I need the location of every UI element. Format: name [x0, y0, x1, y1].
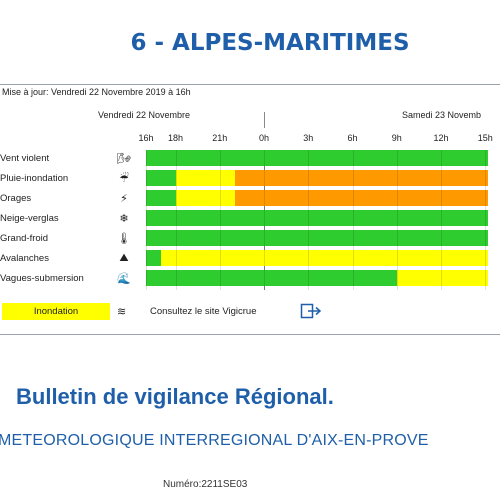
row-label: Vagues-submersion [0, 273, 84, 284]
legend-inondation: Inondation [2, 303, 110, 320]
vigilance-segment-green [146, 230, 489, 246]
wind-icon: 🌬 [117, 152, 131, 165]
hour-tick-12h: 12h [433, 133, 449, 143]
day-label-1: Vendredi 22 Novembre [98, 110, 191, 120]
row-label: Vent violent [0, 153, 50, 164]
vigilance-segment-yellow [175, 170, 235, 186]
grid-line [264, 150, 265, 290]
grid-line [441, 150, 442, 290]
bulletin-title: Bulletin de vigilance Régional. [16, 384, 334, 409]
vigilance-row [146, 230, 500, 246]
vigilance-segment-green [146, 150, 489, 166]
vigilance-row [146, 150, 500, 166]
day-label-2: Samedi 23 Novemb [402, 110, 482, 120]
vigilance-segment-green [146, 250, 161, 266]
hour-tick-18h: 18h [167, 133, 184, 143]
day-separator [264, 112, 265, 128]
vigilance-row [146, 270, 500, 286]
exit-icon[interactable] [300, 302, 322, 320]
legend-label: Inondation [33, 306, 79, 317]
row-label: Pluie-inondation [0, 173, 69, 184]
vigilance-row [146, 170, 500, 186]
grid-line [175, 150, 177, 290]
vigilance-row [146, 250, 500, 266]
vigilance-segment-orange [234, 190, 489, 206]
hour-tick-15h: 15h [477, 133, 493, 143]
hour-tick-3h: 3h [303, 133, 314, 143]
vigilance-segment-yellow [160, 250, 489, 266]
row-label: Grand-froid [0, 233, 49, 244]
page-title: 6 - ALPES-MARITIMES [130, 30, 410, 56]
flood-icon: ≋ [117, 306, 127, 318]
update-timestamp: Mise à jour: Vendredi 22 Novembre 2019 à… [2, 87, 191, 97]
avalanche-icon: ⛰ [119, 251, 129, 264]
vigilance-segment-green [146, 190, 176, 206]
grid-line [485, 150, 487, 290]
hour-tick-6h: 6h [347, 133, 358, 143]
snowflake-icon: ❄ [119, 212, 129, 225]
vigilance-segment-yellow [175, 190, 235, 206]
top-divider [0, 84, 500, 85]
row-label: Neige-verglas [0, 213, 59, 224]
waves-icon: 🌊 [117, 272, 131, 285]
vigilance-row [146, 210, 500, 226]
hour-tick-0h: 0h [258, 133, 270, 143]
bulletin-number: Numéro:2211SE03 [163, 479, 248, 490]
vigilance-row [146, 190, 500, 206]
vigilance-segment-orange [234, 170, 489, 186]
grid-line [146, 150, 147, 290]
vigilance-segment-green [146, 210, 489, 226]
center-name: METEOROLOGIQUE INTERREGIONAL D'AIX-EN-PR… [0, 432, 429, 449]
rain-flood-icon: ☔ [119, 172, 129, 185]
hour-tick-9h: 9h [391, 133, 402, 143]
vigilance-segment-green [146, 170, 176, 186]
vigilance-segment-yellow [396, 270, 489, 286]
grid-line [308, 150, 310, 290]
row-label: Avalanches [0, 253, 49, 264]
vigilance-bars [146, 150, 500, 290]
thermometer-icon: 🌡 [117, 232, 131, 245]
grid-line [352, 150, 354, 290]
row-label: Orages [0, 193, 32, 204]
hour-tick-21h: 21h [212, 133, 228, 143]
lightning-icon: ⚡ [120, 192, 128, 205]
bottom-divider [0, 334, 500, 335]
vigilance-segment-green [146, 270, 397, 286]
hour-tick-16h: 16h [138, 133, 154, 143]
vigicrue-link[interactable]: Consultez le site Vigicrue [150, 306, 257, 317]
grid-line [396, 150, 398, 290]
grid-line [219, 150, 221, 290]
